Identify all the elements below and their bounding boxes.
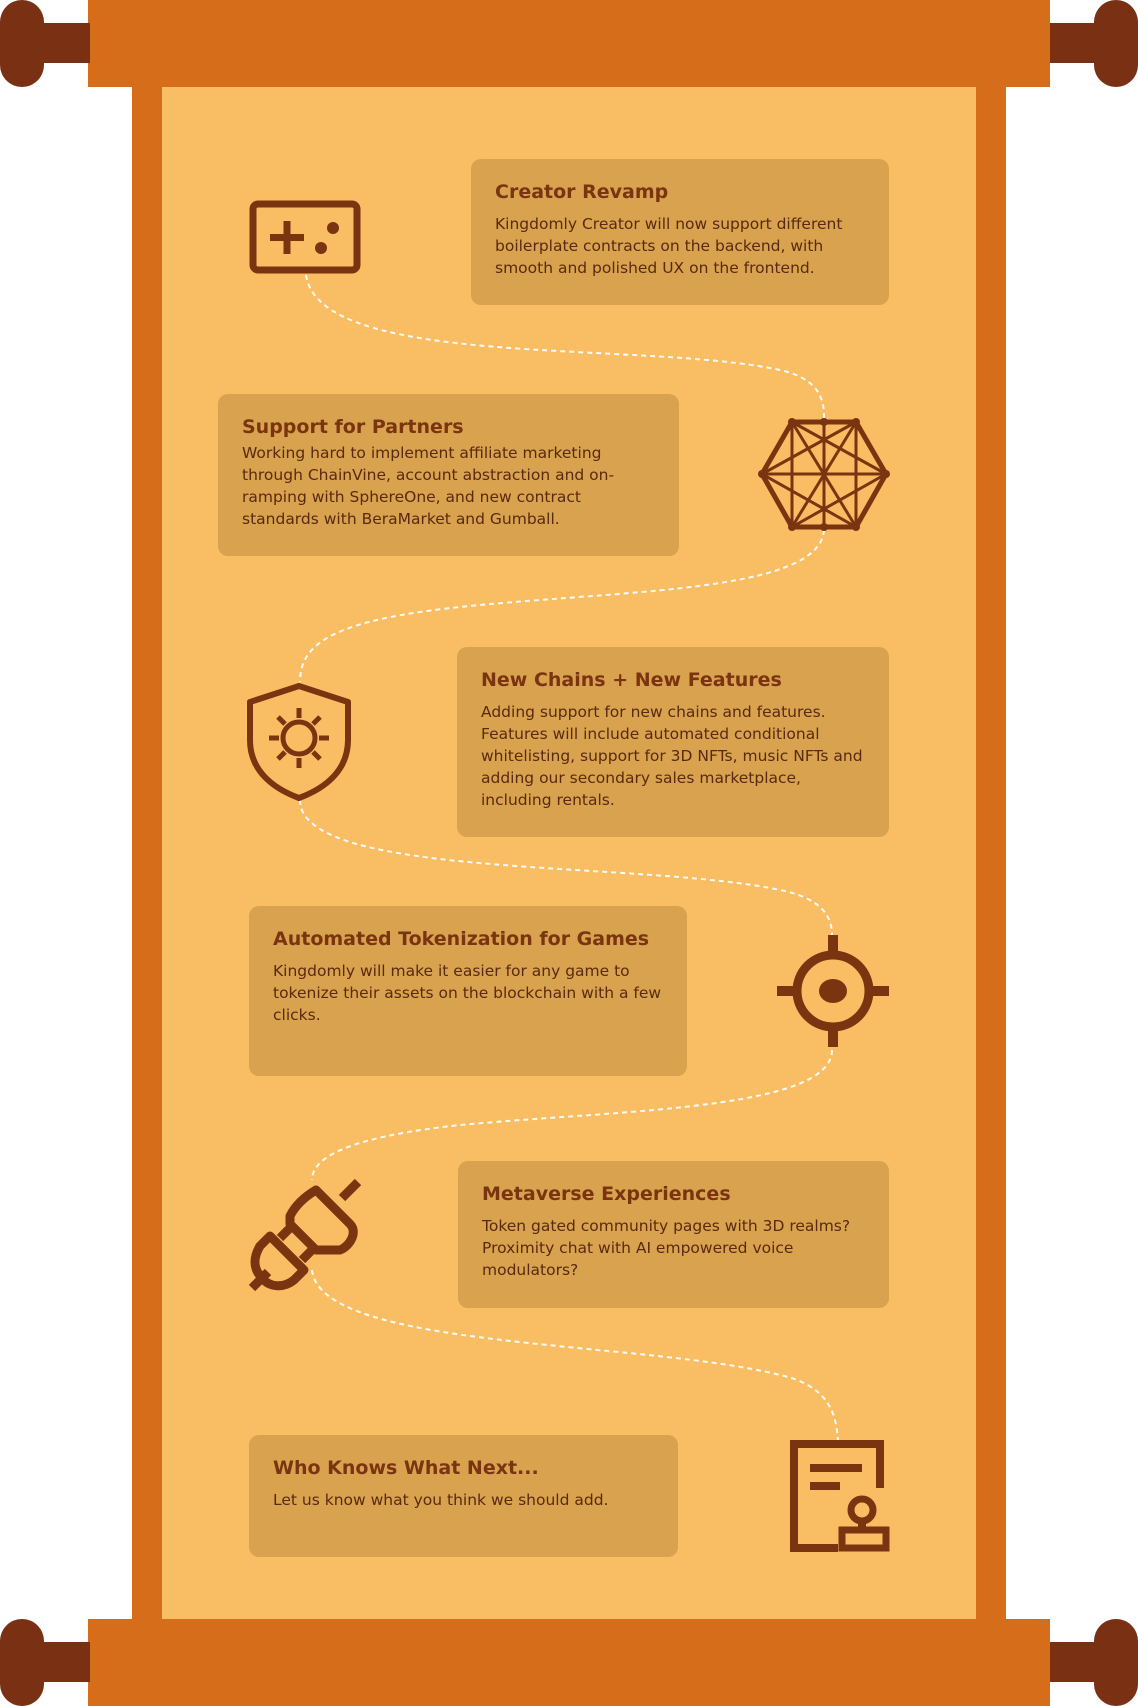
milestone-description: Kingdomly will make it easier for any ga… [273, 962, 662, 1024]
milestone-card-support-partners: Support for Partners Working hard to imp… [218, 394, 679, 556]
scroll-paper [162, 87, 976, 1619]
scroll-top-right-stub [1050, 23, 1100, 63]
scroll-bottom-right-stub [1050, 1642, 1100, 1682]
milestone-card-tokenization-games: Automated Tokenization for Games Kingdom… [249, 906, 687, 1076]
scroll-top-rod [88, 0, 1050, 87]
network-hexagon-icon [758, 418, 890, 531]
scroll-bottom-rod [88, 1619, 1050, 1706]
milestone-description: Kingdomly Creator will now support diffe… [495, 215, 843, 277]
milestone-title: Who Knows What Next... [273, 1457, 539, 1479]
milestone-card-new-chains: New Chains + New Features Adding support… [457, 647, 889, 837]
milestone-title: New Chains + New Features [481, 669, 782, 691]
gamepad-icon [249, 200, 361, 274]
milestone-description: Adding support for new chains and featur… [481, 703, 863, 809]
milestone-title: Metaverse Experiences [482, 1183, 731, 1205]
milestone-description: Working hard to implement affiliate mark… [242, 444, 615, 528]
scroll-bottom-left-stub [40, 1642, 90, 1682]
document-stamp-icon [790, 1440, 890, 1552]
scroll-top-right-knob [1094, 0, 1138, 87]
milestone-card-creator-revamp: Creator Revamp Kingdomly Creator will no… [471, 159, 889, 305]
crosshair-icon [777, 935, 889, 1047]
scroll-bottom-right-knob [1094, 1619, 1138, 1706]
milestone-title: Automated Tokenization for Games [273, 928, 650, 950]
milestone-title: Creator Revamp [495, 181, 669, 203]
milestone-description: Token gated community pages with 3D real… [482, 1217, 851, 1279]
milestone-description: Let us know what you think we should add… [273, 1491, 609, 1509]
milestone-title: Support for Partners [242, 416, 464, 438]
scroll-bottom-left-knob [0, 1619, 44, 1706]
scroll-top-left-knob [0, 0, 44, 87]
shield-gear-icon [247, 683, 351, 801]
scroll-top-left-stub [40, 23, 90, 63]
plug-icon [248, 1178, 362, 1292]
milestone-card-what-next: Who Knows What Next... Let us know what … [249, 1435, 678, 1557]
milestone-card-metaverse: Metaverse Experiences Token gated commun… [458, 1161, 889, 1308]
